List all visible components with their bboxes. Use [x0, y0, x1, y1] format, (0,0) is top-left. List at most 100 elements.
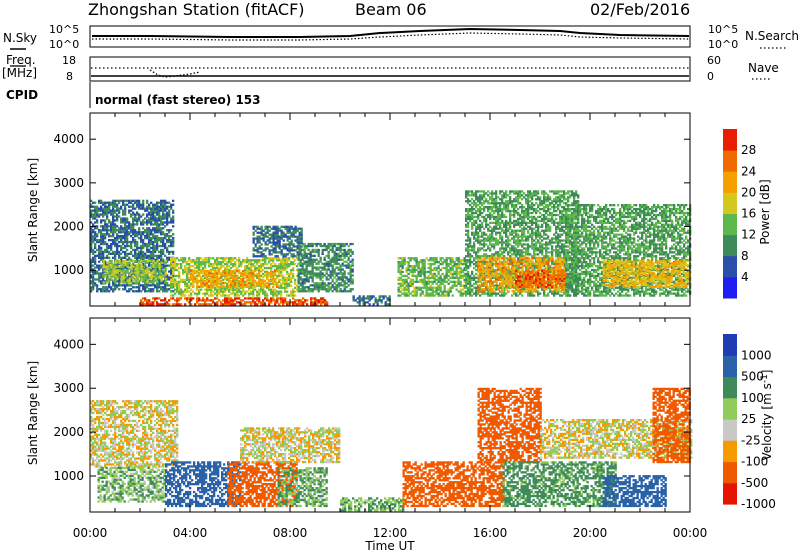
heatmap-cell — [475, 287, 477, 289]
heatmap-cell — [144, 253, 146, 255]
heatmap-cell — [126, 284, 128, 286]
heatmap-cell — [150, 237, 152, 239]
heatmap-cell — [255, 237, 257, 239]
heatmap-cell — [292, 275, 294, 277]
heatmap-cell — [184, 269, 186, 271]
heatmap-cell — [513, 239, 515, 241]
heatmap-cell — [367, 295, 369, 297]
heatmap-cell — [234, 303, 236, 305]
heatmap-cell — [194, 293, 196, 295]
heatmap-cell — [123, 270, 125, 272]
heatmap-cell — [442, 273, 444, 275]
heatmap-cell — [178, 297, 180, 299]
heatmap-cell — [295, 249, 297, 251]
heatmap-cell — [141, 279, 143, 281]
heatmap-cell — [240, 291, 242, 293]
heatmap-cell — [402, 257, 404, 259]
heatmap-cell — [204, 257, 206, 259]
heatmap-cell — [266, 276, 268, 278]
heatmap-cell — [469, 241, 471, 243]
heatmap-cell — [98, 267, 100, 269]
heatmap-cell — [285, 245, 287, 247]
heatmap-cell — [469, 214, 471, 216]
heatmap-cell — [295, 245, 297, 247]
heatmap-cell — [487, 228, 489, 230]
heatmap-cell — [121, 275, 123, 277]
heatmap-cell — [312, 290, 314, 292]
heatmap-cell — [326, 249, 328, 251]
heatmap-cell — [432, 259, 434, 261]
heatmap-cell — [252, 293, 254, 295]
heatmap-cell — [106, 245, 108, 247]
heatmap-cell — [102, 233, 104, 235]
heatmap-cell — [234, 261, 236, 263]
heatmap-cell — [471, 226, 473, 228]
heatmap-cell — [194, 259, 196, 261]
heatmap-cell — [142, 239, 144, 241]
heatmap-cell — [422, 279, 424, 281]
heatmap-cell — [280, 259, 282, 261]
heatmap-cell — [294, 281, 296, 283]
heatmap-cell — [120, 245, 122, 247]
heatmap-cell — [102, 225, 104, 227]
heatmap-cell — [136, 217, 138, 219]
heatmap-cell — [98, 272, 100, 274]
heatmap-cell — [422, 291, 424, 293]
heatmap-cell — [92, 223, 94, 225]
heatmap-cell — [269, 230, 271, 232]
heatmap-cell — [250, 265, 252, 267]
heatmap-cell — [465, 224, 467, 226]
heatmap-cell — [334, 268, 336, 270]
heatmap-cell — [274, 301, 276, 303]
heatmap-cell — [456, 285, 458, 287]
heatmap-cell — [298, 263, 300, 265]
heatmap-cell — [299, 253, 301, 255]
heatmap-cell — [270, 280, 272, 282]
heatmap-cell — [244, 274, 246, 276]
heatmap-cell — [129, 268, 131, 270]
heatmap-cell — [112, 251, 114, 253]
heatmap-cell — [281, 232, 283, 234]
heatmap-cell — [373, 303, 375, 305]
heatmap-cell — [142, 245, 144, 247]
heatmap-cell — [176, 257, 178, 259]
heatmap-cell — [174, 293, 176, 295]
heatmap-cell — [123, 260, 125, 262]
heatmap-cell — [92, 215, 94, 217]
heatmap-cell — [283, 243, 285, 245]
heatmap-cell — [130, 288, 132, 290]
heatmap-cell — [172, 212, 174, 214]
heatmap-cell — [164, 200, 166, 202]
heatmap-cell — [263, 249, 265, 251]
heatmap-cell — [156, 288, 158, 290]
heatmap-cell — [469, 287, 471, 289]
heatmap-cell — [212, 284, 214, 286]
heatmap-cell — [160, 282, 162, 284]
heatmap-cell — [254, 289, 256, 291]
heatmap-cell — [483, 192, 485, 194]
heatmap-cell — [385, 303, 387, 305]
heatmap-cell — [469, 291, 471, 293]
heatmap-cell — [112, 243, 114, 245]
heatmap-cell — [299, 236, 301, 238]
heatmap-cell — [224, 297, 226, 299]
heatmap-cell — [416, 281, 418, 283]
heatmap-cell — [196, 301, 198, 303]
heatmap-cell — [282, 279, 284, 281]
heatmap-cell — [310, 257, 312, 259]
heatmap-cell — [300, 276, 302, 278]
heatmap-cell — [140, 223, 142, 225]
heatmap-cell — [481, 222, 483, 224]
heatmap-cell — [268, 286, 270, 288]
heatmap-cell — [283, 239, 285, 241]
heatmap-cell — [168, 276, 170, 278]
heatmap-cell — [162, 233, 164, 235]
heatmap-cell — [363, 301, 365, 303]
heatmap-cell — [104, 243, 106, 245]
heatmap-cell — [359, 301, 361, 303]
heatmap-cell — [188, 294, 190, 296]
heatmap-cell — [485, 200, 487, 202]
heatmap-cell — [94, 282, 96, 284]
heatmap-cell — [285, 247, 287, 249]
